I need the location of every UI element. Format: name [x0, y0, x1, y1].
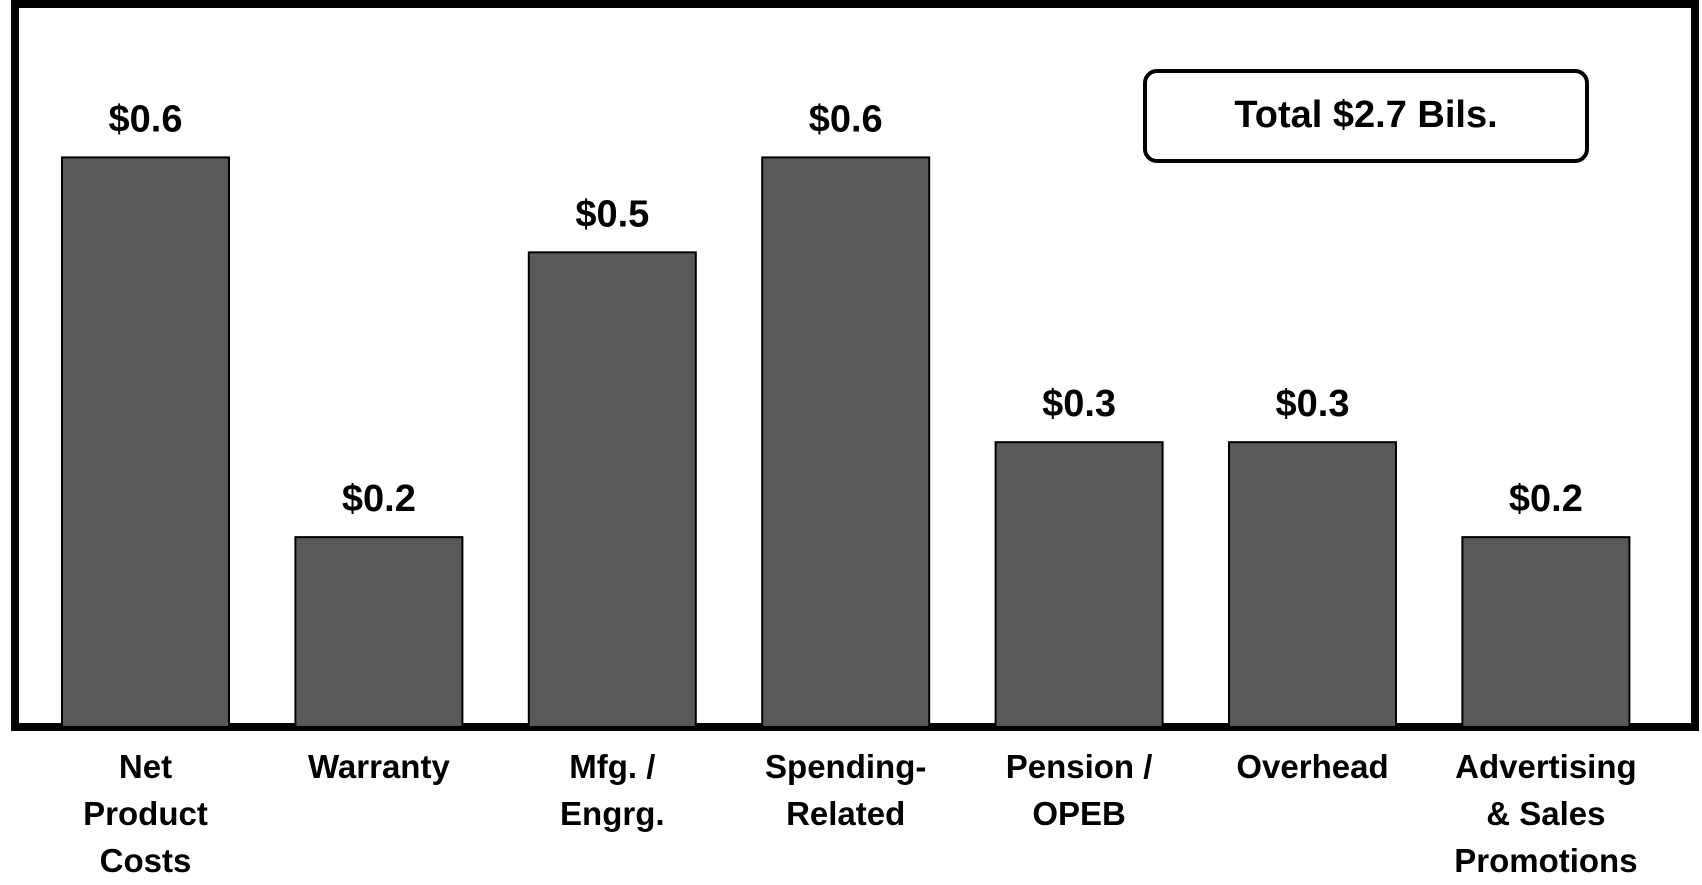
- value-label: $0.3: [1042, 383, 1116, 425]
- bar: [994, 441, 1164, 728]
- x-tick-label: Advertising & Sales Promotions: [1454, 748, 1637, 879]
- bar: [1461, 536, 1631, 729]
- bar: [761, 156, 931, 728]
- value-label: $0.6: [109, 98, 183, 140]
- annotation-box: [1143, 69, 1589, 163]
- value-label: $0.2: [342, 478, 416, 520]
- x-tick-label: Spending-Related: [765, 748, 926, 832]
- x-tick-label: Warranty: [308, 748, 450, 785]
- annotation: Total $2.7 Bils.: [1234, 94, 1497, 136]
- bar: [1228, 441, 1397, 728]
- bar: [527, 251, 697, 728]
- x-tick-label: Pension / OPEB: [1006, 748, 1153, 832]
- x-tick-label: Overhead: [1236, 748, 1388, 785]
- bar: [294, 536, 464, 729]
- bar: [61, 156, 230, 728]
- value-label: $0.3: [1276, 383, 1350, 425]
- x-tick-label: Mfg. / Engrg.: [560, 748, 665, 832]
- x-tick-label: Net Product Costs: [83, 748, 208, 879]
- value-label: $0.6: [809, 98, 883, 140]
- value-label: $0.2: [1509, 478, 1583, 520]
- value-label: $0.5: [575, 193, 649, 235]
